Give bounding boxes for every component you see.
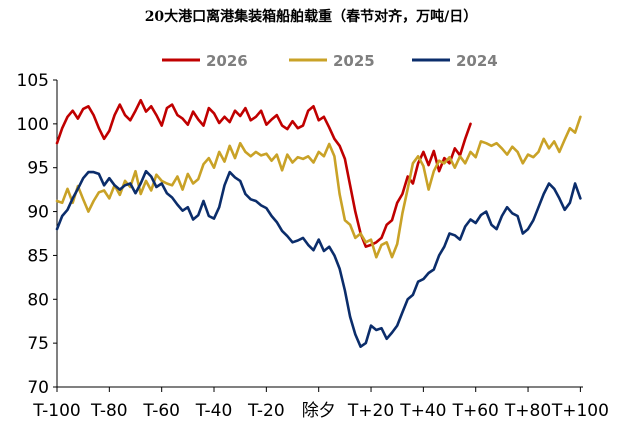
x-tick-label: T+100 [551,401,609,421]
x-tick-label: T+80 [504,401,551,421]
axes: 70 75 80 85 90 95 100 105 T-100 T-80 T-60 T-40 T-20 除… [17,71,609,421]
legend-label-2025: 2025 [333,52,375,70]
x-tick-label: T-100 [32,401,80,421]
x-tick-label: 除夕 [302,401,336,421]
plot-area [55,98,582,348]
x-tick-label: T-60 [142,401,180,421]
y-tick-label: 105 [17,71,49,91]
y-tick-label: 95 [27,159,49,179]
x-tick-label: T+60 [452,401,499,421]
legend-label-2026: 2026 [206,52,248,70]
series-line-2024 [55,169,582,348]
y-tick-label: 100 [17,115,49,135]
x-tick-label: T+40 [399,401,446,421]
legend-label-2024: 2024 [456,52,498,70]
legend-item-2025: 2025 [289,52,375,70]
y-tick-label: 75 [27,334,49,354]
y-tick-label: 85 [27,246,49,266]
legend-item-2026: 2026 [162,52,248,70]
x-tick-label: T-80 [90,401,128,421]
x-tick-label: T-40 [195,401,233,421]
x-tick-label: T+20 [347,401,394,421]
x-tick-label: T-20 [247,401,285,421]
series-line-2026 [55,98,472,248]
legend-item-2024: 2024 [412,52,498,70]
y-tick-label: 80 [27,290,49,310]
chart-title: 20大港口离港集装箱船舶载重（春节对齐，万吨/日） [145,8,478,25]
y-tick-label: 90 [27,203,49,223]
legend: 2026 2025 2024 [162,52,498,70]
series-line-2025 [55,115,582,259]
y-tick-label: 70 [27,378,49,398]
